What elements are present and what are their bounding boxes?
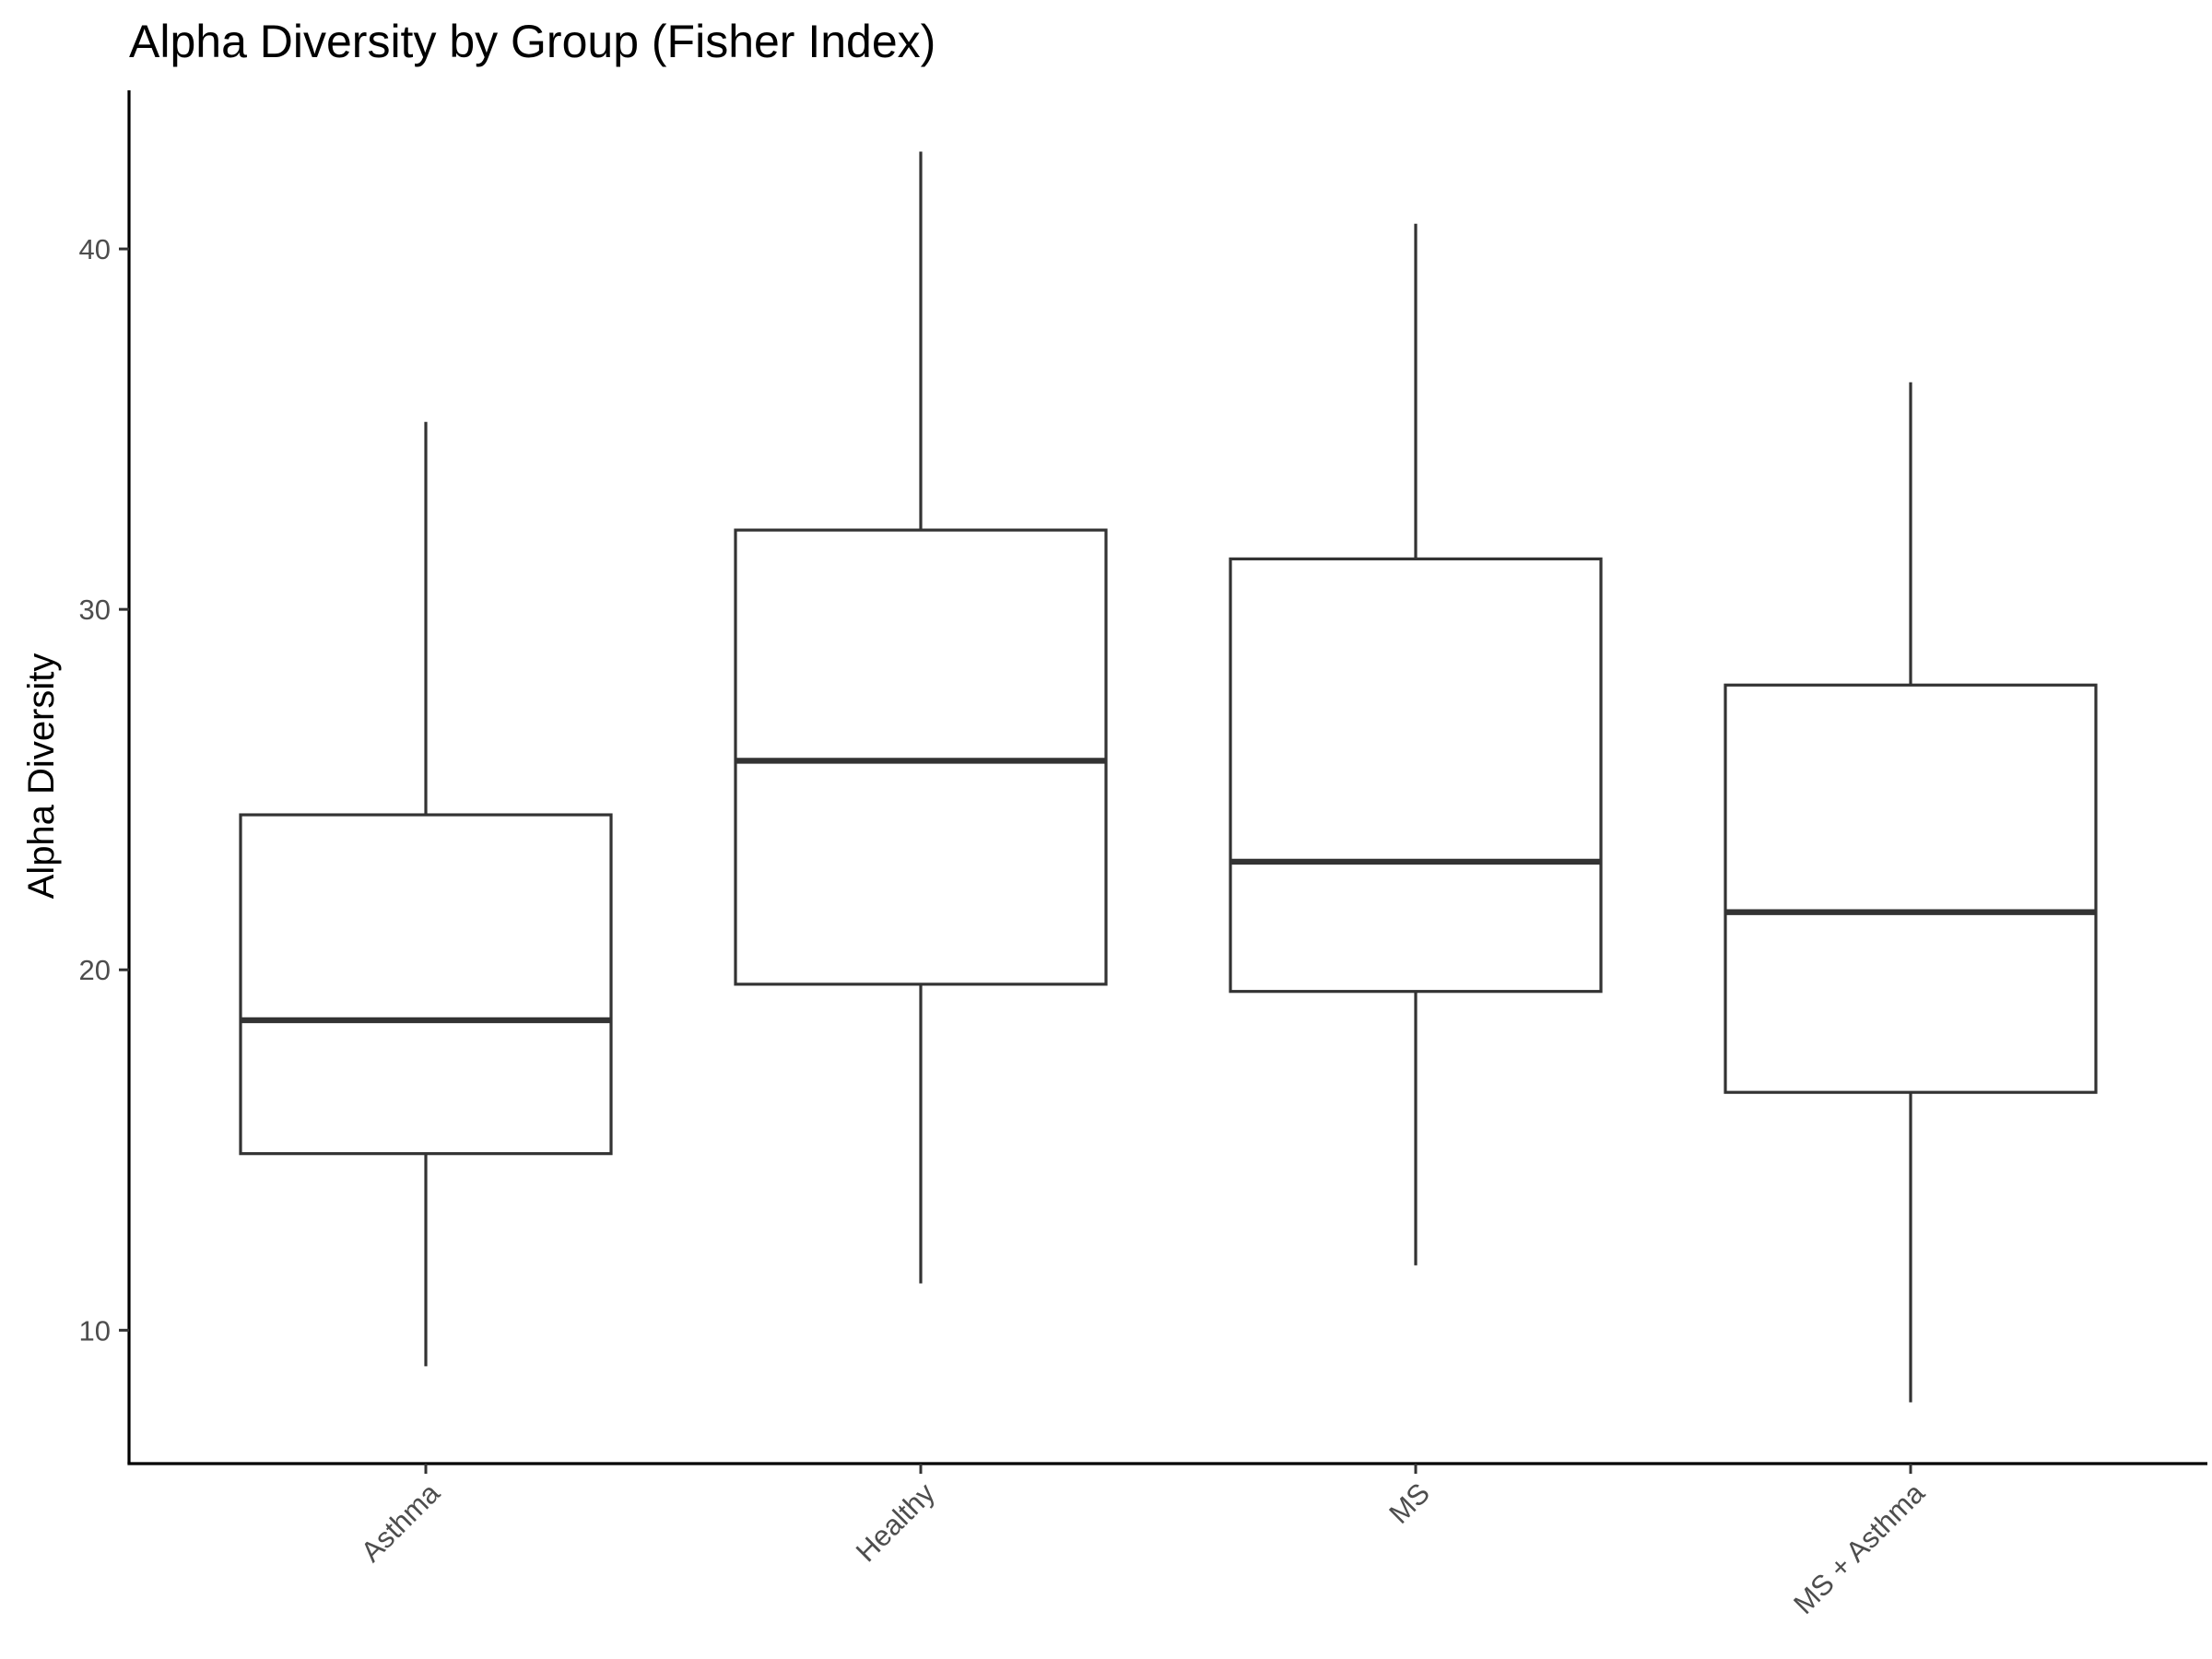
- x-ticks: Asthma Healthy MS MS + Asthma: [355, 1464, 1931, 1620]
- box-ms-asthma: [1724, 382, 2098, 1403]
- box-asthma: [239, 421, 613, 1367]
- box-ms: [1229, 223, 1603, 1265]
- box-healthy: [734, 151, 1108, 1284]
- y-ticks: 10 20 30 40: [79, 233, 129, 1347]
- x-tick-label: Healthy: [850, 1477, 941, 1568]
- box-iqr: [1724, 683, 2098, 1094]
- box-iqr: [239, 813, 613, 1156]
- x-tick-label: MS: [1382, 1477, 1436, 1530]
- y-tick-label: 10: [79, 1314, 111, 1347]
- boxes: [239, 151, 2098, 1403]
- x-tick-label: Asthma: [355, 1477, 447, 1569]
- axes: [127, 90, 2207, 1465]
- box-iqr: [734, 528, 1108, 986]
- y-tick-label: 20: [79, 954, 111, 986]
- box-iqr: [1229, 557, 1603, 994]
- y-tick-label: 30: [79, 594, 111, 626]
- x-tick-label: MS + Asthma: [1787, 1477, 1931, 1620]
- chart-title: Alpha Diversity by Group (Fisher Index): [129, 16, 935, 67]
- y-tick-label: 40: [79, 233, 111, 265]
- y-axis-label: Alpha Diversity: [21, 653, 62, 900]
